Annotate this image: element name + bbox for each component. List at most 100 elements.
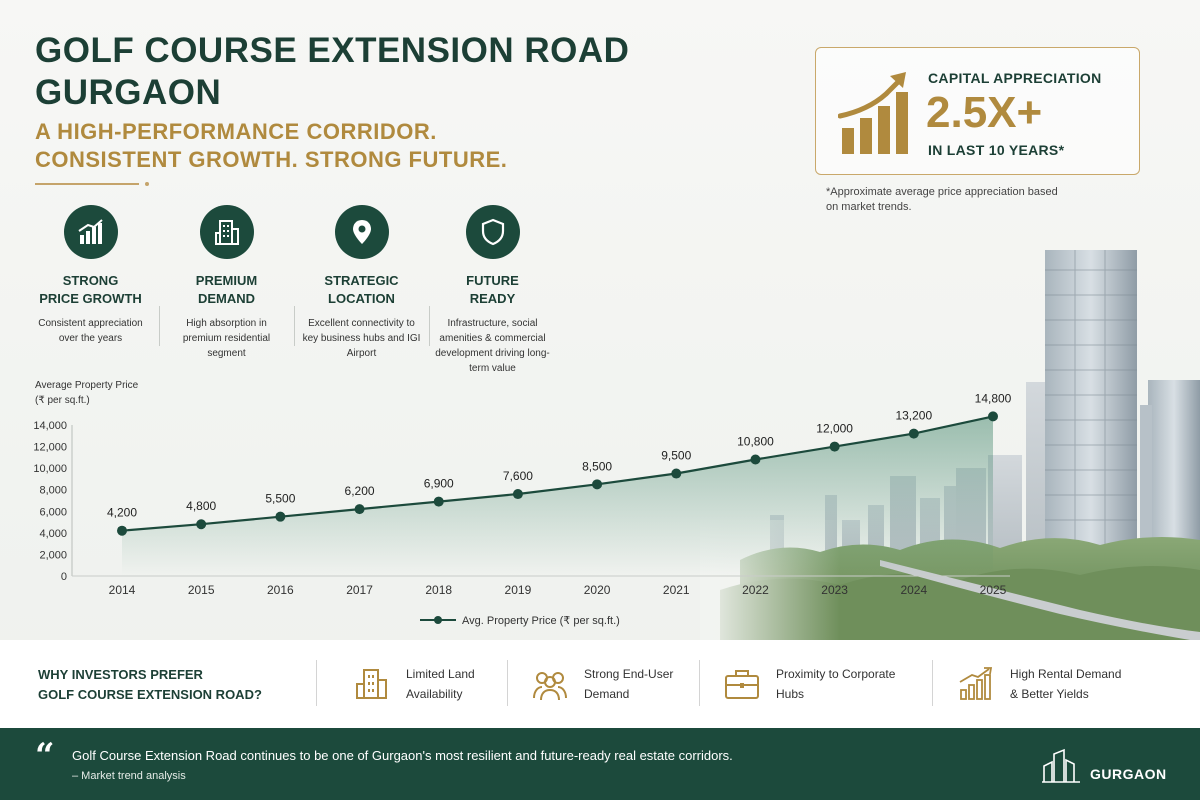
feature-future-ready: FUTURE READY Infrastructure, social amen…: [425, 205, 560, 376]
feature-title-line: DEMAND: [197, 291, 256, 306]
feature-title-line: STRATEGIC: [324, 273, 399, 288]
data-label: 4,800: [186, 499, 216, 513]
investor-section-title: WHY INVESTORS PREFER GOLF COURSE EXTENSI…: [38, 665, 262, 705]
investor-item-text: Limited Land Availability: [406, 664, 475, 704]
chart-legend: Avg. Property Price (₹ per sq.ft.): [420, 612, 620, 628]
feature-title: PREMIUM DEMAND: [159, 272, 294, 308]
data-point: [117, 525, 127, 536]
investor-item-line: & Better Yields: [1010, 687, 1089, 701]
investor-item-text: Strong End-User Demand: [584, 664, 673, 704]
x-tick-label: 2019: [505, 583, 532, 597]
x-tick-label: 2023: [821, 583, 848, 597]
data-label: 5,500: [265, 492, 295, 506]
x-tick-label: 2024: [900, 583, 927, 597]
title-divider: [35, 183, 139, 185]
data-point: [275, 511, 286, 522]
feature-separator: [429, 306, 430, 346]
data-point: [829, 441, 840, 452]
legend-label: Avg. Property Price (₹ per sq.ft.): [462, 614, 620, 627]
footer-quote-source: – Market trend analysis: [72, 770, 186, 782]
investor-item-line: Availability: [406, 687, 463, 701]
legend-marker: [420, 614, 456, 626]
feature-separator: [159, 306, 160, 346]
feature-title-line: FUTURE: [466, 273, 519, 288]
feature-price-growth: STRONG PRICE GROWTH Consistent appreciat…: [23, 205, 158, 346]
page-title: GOLF COURSE EXTENSION ROAD GURGAON: [35, 30, 735, 114]
feature-premium-demand: PREMIUM DEMAND High absorption in premiu…: [159, 205, 294, 361]
data-label: 7,600: [503, 469, 533, 483]
investor-item-text: Proximity to Corporate Hubs: [776, 664, 895, 704]
x-tick-label: 2017: [346, 583, 373, 597]
bar-chart-growth-icon: [63, 205, 118, 259]
x-tick-label: 2016: [267, 583, 294, 597]
x-tick-label: 2022: [742, 583, 769, 597]
rising-bars-icon: [959, 667, 993, 700]
data-label: 8,500: [582, 459, 612, 473]
feature-title: STRONG PRICE GROWTH: [23, 272, 158, 308]
data-point: [750, 454, 761, 465]
capital-appreciation-label: CAPITAL APPRECIATION: [928, 70, 1102, 86]
brand-name: GURGAON: [1090, 766, 1167, 782]
y-axis-label-line: Average Property Price: [35, 380, 139, 391]
investor-separator: [932, 660, 933, 706]
data-point: [592, 479, 603, 490]
data-label: 13,200: [895, 409, 932, 423]
investor-separator: [507, 660, 508, 706]
page-subtitle: A HIGH-PERFORMANCE CORRIDOR. CONSISTENT …: [35, 118, 735, 174]
investor-item-corporate: Proximity to Corporate Hubs: [722, 662, 895, 706]
investor-item-line: Limited Land: [406, 667, 475, 681]
investor-reasons-band: WHY INVESTORS PREFER GOLF COURSE EXTENSI…: [0, 640, 1200, 728]
building-outline-icon: [356, 669, 387, 699]
x-tick-label: 2015: [188, 583, 215, 597]
y-tick-label: 12,000: [33, 442, 67, 454]
y-tick-label: 10,000: [33, 463, 67, 475]
y-tick-label: 8,000: [39, 485, 67, 497]
investor-item-line: Demand: [584, 687, 630, 701]
y-axis-label-line: (₹ per sq.ft.): [35, 395, 90, 406]
investor-item-line: Proximity to Corporate: [776, 667, 896, 681]
x-tick-label: 2021: [663, 583, 690, 597]
growth-chart-icon: [838, 72, 908, 154]
footer-band: “ Golf Course Extension Road continues t…: [0, 728, 1200, 800]
investor-separator: [699, 660, 700, 706]
brand-logo: GURGAON: [1040, 746, 1167, 784]
building-logo-icon: [1042, 748, 1080, 783]
quote-mark: “: [35, 736, 55, 776]
x-tick-label: 2018: [425, 583, 452, 597]
subtitle-line-2: CONSISTENT GROWTH. STRONG FUTURE.: [35, 147, 508, 172]
people-icon: [533, 672, 567, 701]
investor-item-text: High Rental Demand & Better Yields: [1010, 664, 1121, 704]
data-label: 10,800: [737, 435, 774, 449]
appreciation-footnote: *Approximate average price appreciation …: [826, 186, 1058, 213]
feature-title-line: READY: [469, 291, 516, 306]
footer-quote: Golf Course Extension Road continues to …: [72, 748, 733, 763]
feature-description: High absorption in premium residential s…: [182, 318, 271, 359]
building-icon: [199, 205, 254, 259]
data-label: 4,200: [107, 506, 137, 520]
investor-item-land: Limited Land Availability: [352, 662, 475, 706]
investor-item-rental: High Rental Demand & Better Yields: [956, 662, 1121, 706]
data-label: 12,000: [816, 422, 853, 436]
feature-title: STRATEGIC LOCATION: [294, 272, 429, 308]
location-pin-icon: [334, 205, 389, 259]
title-line-1: GOLF COURSE EXTENSION ROAD: [35, 31, 630, 70]
feature-title: FUTURE READY: [425, 272, 560, 308]
title-line-2: GURGAON: [35, 73, 222, 112]
data-point: [196, 519, 207, 530]
feature-title-line: STRONG: [62, 273, 119, 288]
investor-item-line: Hubs: [776, 687, 805, 701]
y-tick-label: 4,000: [39, 528, 67, 540]
data-point: [354, 504, 365, 515]
feature-strategic-location: STRATEGIC LOCATION Excellent connectivit…: [294, 205, 429, 361]
data-point: [988, 411, 998, 422]
feature-separator: [294, 306, 295, 346]
capital-appreciation-value: 2.5X+: [926, 88, 1043, 137]
investor-item-line: High Rental Demand: [1010, 667, 1122, 681]
feature-title-line: PRICE GROWTH: [39, 291, 142, 306]
y-tick-label: 6,000: [39, 506, 67, 518]
chart-series-line: [121, 415, 994, 532]
investor-separator: [316, 660, 317, 706]
data-point: [433, 496, 444, 507]
y-tick-label: 14,000: [33, 420, 67, 432]
x-tick-label: 2014: [109, 583, 136, 597]
